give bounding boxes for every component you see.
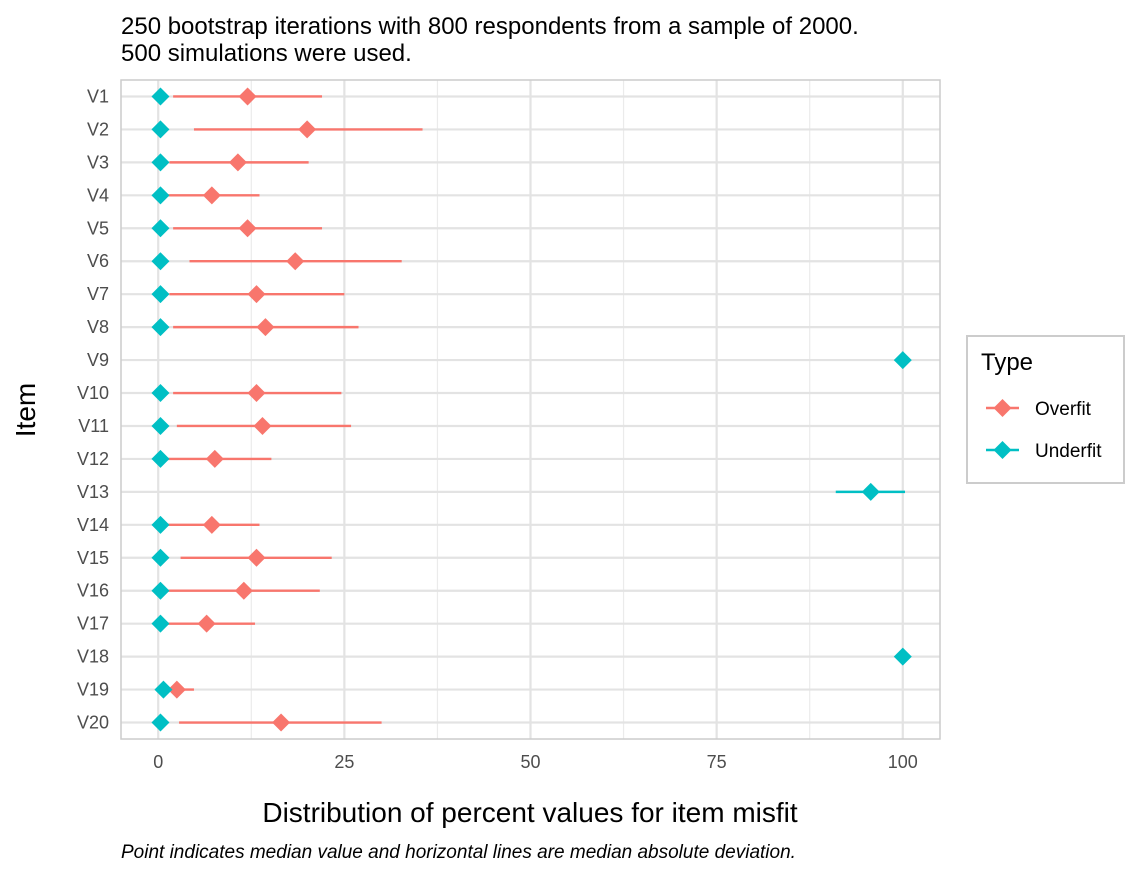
- overfit-median-point: [247, 384, 266, 403]
- underfit-median-point: [151, 318, 170, 337]
- y-tick-label: V19: [77, 680, 109, 700]
- y-tick-label: V14: [77, 515, 109, 535]
- overfit-median-point: [197, 614, 216, 633]
- chart-caption: Point indicates median value and horizon…: [121, 842, 796, 863]
- underfit-median-point: [151, 153, 170, 172]
- legend: Type Overfit Underfit: [966, 335, 1125, 484]
- chart-title-line-1: 250 bootstrap iterations with 800 respon…: [121, 13, 859, 40]
- underfit-median-point: [893, 647, 912, 666]
- y-tick-label: V20: [77, 713, 109, 733]
- x-tick-label: 75: [707, 752, 727, 772]
- y-tick-labels: V1 V2 V3 V4 V5 V6 V7 V8 V9 V10 V11 V12 V13 V14 V15 V16 V…: [77, 86, 109, 732]
- x-axis-title: Distribution of percent values for item …: [262, 797, 798, 828]
- underfit-median-point: [893, 351, 912, 370]
- overfit-median-point: [202, 186, 221, 205]
- x-tick-label: 50: [520, 752, 540, 772]
- y-tick-label: V1: [87, 86, 109, 106]
- underfit-median-point: [154, 680, 173, 699]
- y-axis-title: Item: [10, 383, 41, 437]
- y-tick-label: V13: [77, 482, 109, 502]
- overfit-median-point: [228, 153, 247, 172]
- y-tick-label: V5: [87, 218, 109, 238]
- legend-key-point: [993, 441, 1012, 459]
- overfit-median-point: [247, 285, 266, 304]
- legend-label: Overfit: [1035, 399, 1092, 420]
- legend-title: Type: [981, 349, 1033, 376]
- y-tick-label: V7: [87, 284, 109, 304]
- overfit-median-point: [247, 548, 266, 567]
- legend-key-point: [993, 399, 1012, 417]
- underfit-median-point: [151, 120, 170, 139]
- underfit-median-point: [151, 384, 170, 403]
- y-tick-label: V18: [77, 647, 109, 667]
- underfit-median-point: [151, 614, 170, 633]
- y-tick-label: V9: [87, 350, 109, 370]
- x-tick-labels: 0 25 50 75 100: [153, 752, 918, 772]
- overfit-median-point: [256, 318, 275, 337]
- overfit-median-point: [202, 515, 221, 534]
- y-tick-label: V3: [87, 152, 109, 172]
- x-tick-label: 100: [888, 752, 918, 772]
- underfit-median-point: [151, 219, 170, 238]
- y-tick-label: V10: [77, 383, 109, 403]
- y-tick-label: V11: [78, 416, 109, 436]
- underfit-median-point: [151, 449, 170, 468]
- y-tick-label: V15: [77, 548, 109, 568]
- y-tick-label: V17: [77, 614, 109, 634]
- underfit-median-point: [151, 515, 170, 534]
- y-tick-label: V8: [87, 317, 109, 337]
- underfit-median-point: [151, 581, 170, 600]
- data-marks: [151, 87, 912, 732]
- y-tick-label: V12: [77, 449, 109, 469]
- overfit-median-point: [205, 449, 224, 468]
- overfit-median-point: [167, 680, 186, 699]
- underfit-median-point: [151, 87, 170, 106]
- overfit-median-point: [298, 120, 317, 139]
- plot-panel: [120, 79, 941, 740]
- underfit-median-point: [151, 713, 170, 732]
- overfit-median-point: [238, 87, 257, 106]
- underfit-median-point: [861, 482, 880, 501]
- underfit-median-point: [151, 285, 170, 304]
- x-tick-label: 0: [153, 752, 163, 772]
- y-tick-label: V6: [87, 251, 109, 271]
- legend-label: Underfit: [1035, 441, 1102, 462]
- y-tick-label: V2: [87, 119, 109, 139]
- legend-entries: Overfit Underfit: [986, 399, 1102, 462]
- panel-border: [120, 79, 941, 740]
- y-tick-label: V16: [77, 581, 109, 601]
- overfit-median-point: [272, 713, 291, 732]
- overfit-median-point: [253, 416, 272, 435]
- underfit-median-point: [151, 252, 170, 271]
- underfit-median-point: [151, 548, 170, 567]
- overfit-median-point: [286, 252, 305, 271]
- y-tick-label: V4: [87, 185, 109, 205]
- legend-box: [966, 335, 1125, 484]
- chart-title-line-2: 500 simulations were used.: [121, 40, 412, 67]
- x-tick-label: 25: [334, 752, 354, 772]
- overfit-median-point: [238, 219, 257, 238]
- underfit-median-point: [151, 186, 170, 205]
- overfit-median-point: [234, 581, 253, 600]
- underfit-median-point: [151, 416, 170, 435]
